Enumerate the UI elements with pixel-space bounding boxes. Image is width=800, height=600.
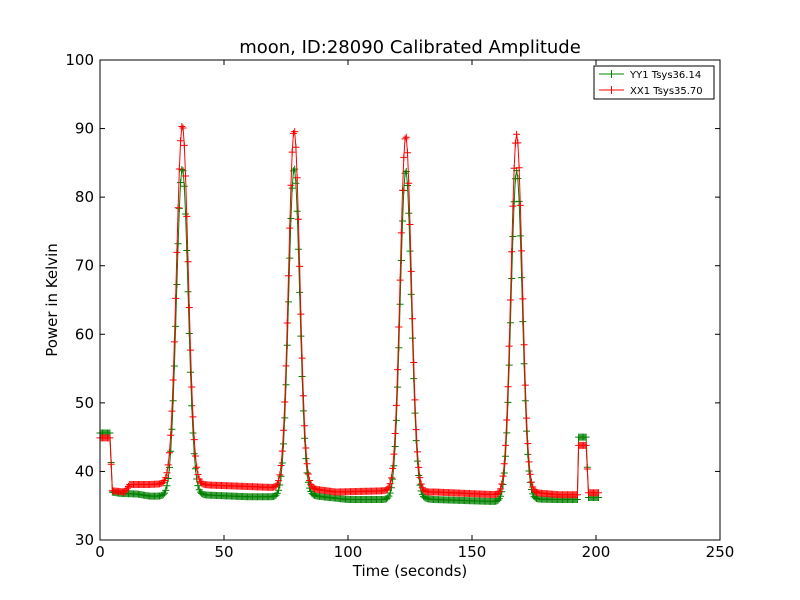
legend-label-yy1: YY1 Tsys36.14	[629, 70, 701, 81]
plot-area	[100, 60, 720, 540]
y-tick-label: 70	[75, 257, 94, 275]
x-tick-label: 0	[95, 543, 105, 561]
y-tick-label: 50	[75, 394, 94, 412]
legend-label-xx1: XX1 Tsys35.70	[630, 86, 703, 97]
x-tick-label: 250	[706, 543, 735, 561]
x-tick-label: 200	[582, 543, 611, 561]
y-tick-label: 30	[75, 531, 94, 549]
plot-frame	[99, 59, 721, 541]
x-tick-label: 100	[334, 543, 363, 561]
x-tick-label: 150	[458, 543, 487, 561]
y-tick-label: 100	[65, 51, 94, 69]
y-tick-label: 90	[75, 120, 94, 138]
chart-title: moon, ID:28090 Calibrated Amplitude	[239, 37, 581, 58]
legend-box	[593, 65, 715, 100]
y-axis-label: Power in Kelvin	[43, 243, 61, 357]
legend: YY1 Tsys36.14 XX1 Tsys35.70	[593, 65, 715, 100]
x-axis-label: Time (seconds)	[352, 562, 468, 580]
y-tick-label: 80	[75, 188, 94, 206]
y-tick-label: 40	[75, 462, 94, 480]
legend-marker-xx1	[607, 86, 616, 94]
y-tick-label: 60	[75, 325, 94, 343]
ticks-layer: 0 50 100 150 200 250 30 40 50 60 70 80 90 100	[65, 51, 734, 561]
x-tick-label: 50	[214, 543, 233, 561]
series-1	[96, 122, 602, 499]
series-layer	[96, 122, 602, 505]
legend-marker-yy1	[607, 70, 616, 78]
